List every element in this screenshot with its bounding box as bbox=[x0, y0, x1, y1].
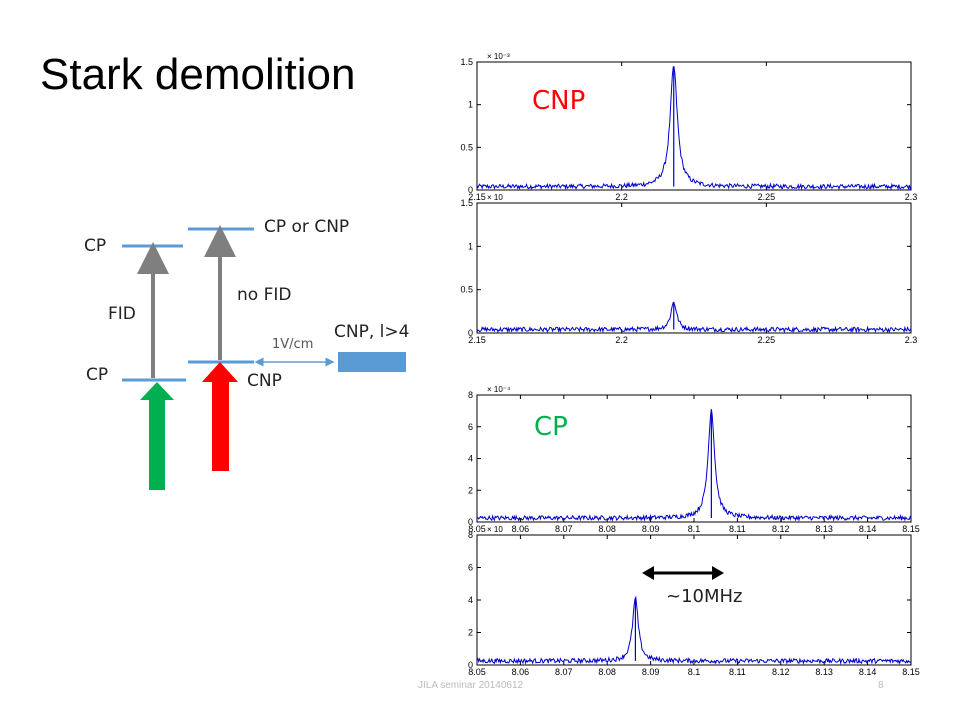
y-tick-label: 0.5 bbox=[460, 285, 473, 295]
x-tick-label: 8.05 bbox=[468, 524, 486, 534]
plot-frame bbox=[476, 61, 912, 191]
x-tick-label: 8.14 bbox=[859, 667, 877, 677]
x-tick-label: 8.09 bbox=[642, 667, 660, 677]
spectrum-line bbox=[476, 409, 912, 522]
x-tick-label: 8.07 bbox=[555, 667, 573, 677]
x-tick-label: 8.12 bbox=[772, 667, 790, 677]
label-cp-or-cnp: CP or CNP bbox=[264, 217, 350, 237]
page-number: 8 bbox=[878, 680, 884, 691]
width-arrow bbox=[642, 566, 724, 580]
label-no-fid: no FID bbox=[237, 285, 292, 305]
chart-panel-2: 2.15 2.2 2.25 2.3 0 0.5 1 1.5 × 10 bbox=[460, 193, 917, 345]
x-tick-label: 8.15 bbox=[902, 667, 920, 677]
x-tick-label: 8.06 bbox=[512, 524, 530, 534]
plot-frame bbox=[476, 394, 912, 523]
scale-label: × 10 bbox=[487, 193, 503, 202]
x-tick-label: 8.13 bbox=[815, 524, 833, 534]
x-tick-label: 8.07 bbox=[555, 524, 573, 534]
y-tick-label: 0 bbox=[468, 328, 473, 338]
x-tick-label: 2.25 bbox=[758, 335, 776, 345]
x-tick-label: 8.08 bbox=[598, 524, 616, 534]
x-tick-label: 2.3 bbox=[905, 335, 918, 345]
annotation-cp: CP bbox=[534, 412, 568, 442]
x-tick-label: 2.15 bbox=[468, 192, 486, 202]
x-tick-label: 8.08 bbox=[598, 667, 616, 677]
label-cp-upper: CP bbox=[84, 236, 107, 256]
x-tick-label: 8.09 bbox=[642, 524, 660, 534]
green-laser-arrow bbox=[140, 382, 174, 490]
energy-level-diagram bbox=[122, 225, 406, 490]
x-tick-label: 2.15 bbox=[468, 335, 486, 345]
scale-label: × 10⁻³ bbox=[487, 52, 510, 61]
chart-panel-4: 8.05 8.06 8.07 8.08 8.09 8.1 8.11 8.12 8.13 8.14 8… bbox=[468, 525, 920, 677]
x-tick-label: 8.14 bbox=[859, 524, 877, 534]
x-tick-label: 2.2 bbox=[615, 335, 628, 345]
y-tick-label: 8 bbox=[468, 390, 473, 400]
chart-panel-3: 8.05 8.06 8.07 8.08 8.09 8.1 8.11 8.12 8.13 8.14 8… bbox=[468, 385, 920, 534]
x-tick-label: 8.12 bbox=[772, 524, 790, 534]
red-laser-arrow bbox=[202, 362, 238, 471]
scale-label: × 10⁻⁴ bbox=[487, 385, 511, 394]
x-tick-label: 8.06 bbox=[512, 667, 530, 677]
spectrum-line bbox=[476, 302, 912, 334]
y-tick-label: 0.5 bbox=[460, 142, 473, 152]
y-tick-label: 2 bbox=[468, 628, 473, 638]
x-tick-label: 2.2 bbox=[615, 192, 628, 202]
x-tick-label: 8.1 bbox=[688, 667, 701, 677]
scale-label: × 10 bbox=[487, 525, 503, 534]
y-tick-label: 1 bbox=[468, 241, 473, 251]
label-fid: FID bbox=[108, 304, 136, 324]
spectrum-line bbox=[476, 595, 912, 666]
y-tick-label: 0 bbox=[468, 517, 473, 527]
y-tick-label: 4 bbox=[468, 454, 473, 464]
y-tick-label: 2 bbox=[468, 485, 473, 495]
y-tick-label: 4 bbox=[468, 595, 473, 605]
plot-frame bbox=[476, 202, 912, 334]
annotation-cnp: CNP bbox=[532, 86, 586, 116]
y-tick-label: 1 bbox=[468, 100, 473, 110]
x-tick-label: 8.1 bbox=[688, 524, 701, 534]
y-tick-label: 6 bbox=[468, 422, 473, 432]
x-tick-label: 8.05 bbox=[468, 667, 486, 677]
x-tick-label: 2.3 bbox=[905, 192, 918, 202]
width-arrow-right-head bbox=[712, 566, 724, 580]
slide-title: Stark demolition bbox=[40, 50, 356, 99]
x-tick-label: 8.15 bbox=[902, 524, 920, 534]
y-tick-label: 0 bbox=[468, 660, 473, 670]
y-tick-label: 8 bbox=[468, 530, 473, 540]
y-tick-label: 1.5 bbox=[460, 57, 473, 67]
cnp-l-block bbox=[338, 352, 406, 372]
x-tick-label: 8.11 bbox=[729, 524, 746, 534]
x-tick-label: 2.25 bbox=[758, 192, 776, 202]
y-tick-label: 1.5 bbox=[460, 198, 473, 208]
label-cnp-l: CNP, l>4 bbox=[334, 322, 410, 342]
plot-frame bbox=[476, 534, 912, 666]
width-arrow-left-head bbox=[642, 566, 654, 580]
label-cnp-lower: CNP bbox=[247, 371, 282, 391]
label-cp-lower: CP bbox=[86, 365, 109, 385]
spectrum-line bbox=[476, 66, 912, 191]
y-tick-label: 6 bbox=[468, 563, 473, 573]
x-tick-label: 8.11 bbox=[729, 667, 746, 677]
x-tick-label: 8.13 bbox=[815, 667, 833, 677]
label-field: 1V/cm bbox=[272, 337, 314, 352]
y-tick-label: 0 bbox=[468, 185, 473, 195]
annotation-width: ~10MHz bbox=[666, 586, 743, 607]
chart-panel-1: 2.15 2.2 2.25 2.3 0 0.5 1 1.5 × 10⁻³ bbox=[460, 52, 917, 202]
footer-text: JILA seminar 20140612 bbox=[418, 680, 524, 691]
